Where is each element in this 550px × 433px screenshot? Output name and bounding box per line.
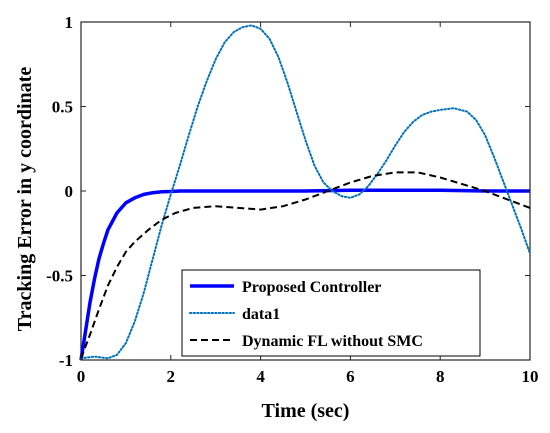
x-tick-label: 2 <box>167 367 176 386</box>
legend-entry-proposed-controller: Proposed Controller <box>242 279 381 296</box>
series-line-2 <box>80 171 531 359</box>
y-tick-label: -0.5 <box>46 267 73 286</box>
series-line-0 <box>79 188 530 361</box>
x-tick-label: 6 <box>346 367 355 386</box>
y-tick-label: 0 <box>65 182 74 201</box>
legend: Proposed Controller data1 Dynamic FL wit… <box>181 269 481 357</box>
ticks-layer: 0 2 4 6 8 10 -1 -0.5 0 0.5 1 <box>46 13 538 386</box>
y-tick-label: 0.5 <box>52 98 73 117</box>
legend-entry-dynamic-fl-without-smc: Dynamic FL without SMC <box>242 333 423 350</box>
x-tick-label: 10 <box>522 367 539 386</box>
x-tick-label: 4 <box>256 367 265 386</box>
y-axis-label: Tracking Error in y coordinate <box>14 67 36 332</box>
x-tick-label: 0 <box>77 367 86 386</box>
series-line-1 <box>80 24 531 360</box>
y-tick-label: -1 <box>59 351 73 370</box>
x-tick-label: 8 <box>436 367 445 386</box>
series-layer <box>79 24 531 361</box>
legend-entry-data1: data1 <box>242 306 280 323</box>
y-tick-label: 1 <box>65 13 74 32</box>
x-axis-label: Time (sec) <box>262 400 350 422</box>
